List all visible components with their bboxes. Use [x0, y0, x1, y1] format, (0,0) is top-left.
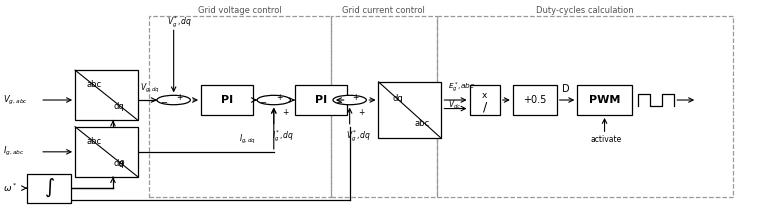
Text: $V_{g,abc}$: $V_{g,abc}$	[3, 94, 28, 107]
Text: $\omega^*$: $\omega^*$	[3, 182, 17, 194]
Text: +: +	[176, 93, 182, 102]
Text: Grid voltage control: Grid voltage control	[198, 6, 281, 15]
Text: x: x	[482, 91, 487, 100]
Bar	[75, 70, 138, 120]
Bar	[75, 127, 138, 177]
Text: PWM: PWM	[589, 95, 620, 105]
Circle shape	[333, 95, 366, 105]
Text: +0.5: +0.5	[523, 95, 546, 105]
Text: $I_{g,dq}$: $I_{g,dq}$	[239, 132, 255, 146]
Text: $\int$: $\int$	[44, 177, 55, 199]
Text: $V_g^*{,}dq$: $V_g^*{,}dq$	[166, 14, 192, 30]
Text: abc: abc	[87, 80, 102, 89]
Text: dq: dq	[113, 102, 124, 111]
Text: D: D	[562, 84, 570, 94]
Text: $V_{dc}$: $V_{dc}$	[448, 98, 461, 111]
Text: −: −	[160, 98, 167, 107]
Text: +: +	[277, 93, 283, 102]
Text: −: −	[335, 98, 342, 107]
Bar	[201, 85, 252, 115]
Text: PI: PI	[220, 95, 233, 105]
Text: activate: activate	[591, 135, 622, 144]
Text: abc: abc	[414, 119, 429, 128]
Text: PI: PI	[315, 95, 327, 105]
Text: +: +	[353, 93, 359, 102]
Bar	[578, 85, 632, 115]
Bar	[378, 82, 442, 138]
Text: dq: dq	[393, 94, 404, 103]
Text: dq: dq	[113, 159, 124, 168]
Text: $V_g^*{,}dq$: $V_g^*{,}dq$	[347, 129, 371, 144]
Text: +: +	[358, 108, 365, 117]
Bar	[437, 16, 733, 197]
Circle shape	[257, 95, 290, 105]
Text: $I_{g,abc}$: $I_{g,abc}$	[3, 145, 24, 158]
Text: Duty-cycles calculation: Duty-cycles calculation	[536, 6, 634, 15]
Text: $I_g^*{,}dq$: $I_g^*{,}dq$	[272, 129, 294, 144]
Circle shape	[157, 95, 190, 105]
Bar	[149, 16, 331, 197]
Text: /: /	[483, 100, 487, 113]
Text: −: −	[259, 98, 267, 107]
Text: $\theta$: $\theta$	[118, 158, 125, 169]
Bar	[331, 16, 437, 197]
Bar	[513, 85, 557, 115]
Text: $V_{g,dq}$: $V_{g,dq}$	[141, 82, 160, 95]
Text: $E_g^*{,}abc$: $E_g^*{,}abc$	[448, 80, 475, 95]
Bar	[295, 85, 347, 115]
Text: abc: abc	[87, 137, 102, 146]
Text: +: +	[282, 108, 289, 117]
Bar	[27, 174, 71, 203]
Bar	[470, 85, 500, 115]
Text: Grid current control: Grid current control	[342, 6, 426, 15]
